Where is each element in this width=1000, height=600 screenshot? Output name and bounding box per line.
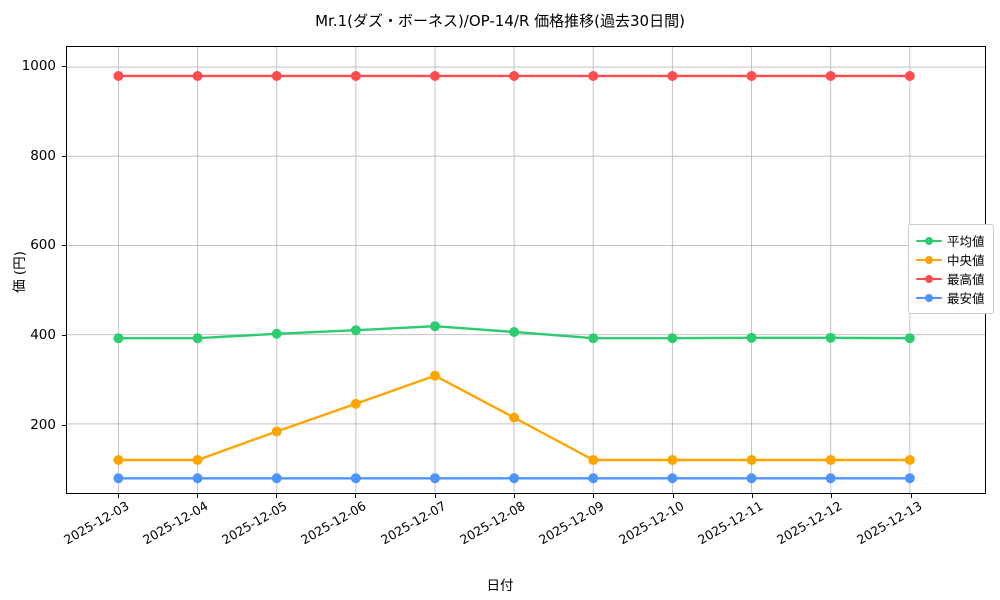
legend-label: 平均値: [947, 234, 985, 249]
x-tick-mark: [831, 494, 833, 498]
series-point: [192, 71, 203, 81]
series-point: [429, 370, 440, 381]
series-point: [429, 321, 440, 332]
x-tick-mark: [514, 494, 516, 498]
legend-marker-icon: [916, 235, 942, 247]
series-point: [350, 325, 361, 336]
series-point: [904, 455, 915, 465]
series-point: [192, 473, 203, 484]
series-point: [113, 333, 124, 344]
legend-item-3[interactable]: 最安値: [916, 288, 985, 307]
chart-title: Mr.1(ダズ・ボーネス)/OP-14/R 価格推移(過去30日間): [315, 12, 685, 30]
series-point: [667, 473, 678, 484]
y-axis-tick-labels: 200 400 600 800 1000: [0, 46, 56, 494]
series-point: [825, 71, 836, 81]
x-tick-mark: [196, 494, 198, 498]
series-point: [271, 71, 282, 81]
series-point: [746, 332, 757, 343]
series-point: [429, 71, 440, 81]
series-point: [113, 455, 124, 465]
y-tick-mark: [62, 424, 66, 426]
series-point: [588, 71, 599, 81]
x-tick-mark: [672, 494, 674, 498]
series-point: [113, 71, 124, 81]
legend-label: 最安値: [947, 291, 985, 306]
y-tick-label: 400: [30, 326, 56, 343]
series-point: [271, 328, 282, 339]
legend-marker-icon: [916, 292, 942, 304]
x-tick-mark: [910, 494, 912, 498]
grid-lines: [67, 47, 985, 493]
series-point: [825, 473, 836, 484]
series-point: [588, 455, 599, 465]
series-point: [509, 327, 520, 337]
x-tick-mark: [117, 494, 119, 498]
series-point: [429, 473, 440, 484]
series-point: [825, 332, 836, 343]
y-tick-mark: [62, 245, 66, 247]
x-tick-mark: [434, 494, 436, 498]
series-point: [667, 333, 678, 344]
series-point: [271, 426, 282, 437]
series-point: [509, 412, 520, 423]
series-point: [904, 71, 915, 81]
x-axis-label: 日付: [486, 578, 514, 594]
y-tick-mark: [62, 66, 66, 68]
legend-item-0[interactable]: 平均値: [916, 231, 985, 250]
chart-legend: 平均値中央値最高値最安値: [908, 224, 994, 314]
series-point: [350, 398, 361, 409]
series-point: [904, 473, 915, 484]
x-tick-mark: [752, 494, 754, 498]
y-tick-mark: [62, 155, 66, 157]
series-point: [746, 455, 757, 465]
legend-marker-icon: [916, 254, 942, 266]
y-tick-label: 800: [30, 147, 56, 164]
legend-item-2[interactable]: 最高値: [916, 269, 985, 288]
series-point: [904, 333, 915, 344]
series-point: [825, 455, 836, 465]
data-series-layer: [113, 71, 915, 484]
y-axis-tick-marks: [0, 46, 66, 494]
y-tick-mark: [62, 334, 66, 336]
legend-marker-icon: [916, 273, 942, 285]
series-point: [746, 473, 757, 484]
series-point: [746, 71, 757, 81]
x-tick-mark: [593, 494, 595, 498]
series-point: [113, 473, 124, 484]
series-point: [509, 71, 520, 81]
series-point: [588, 333, 599, 344]
series-point: [667, 455, 678, 465]
x-axis-tick-labels: 2025-12-03 2025-12-04 2025-12-05 2025-12-06…: [0, 498, 1000, 568]
series-point: [271, 473, 282, 484]
series-point: [588, 473, 599, 484]
legend-label: 最高値: [947, 272, 985, 287]
legend-item-1[interactable]: 中央値: [916, 250, 985, 269]
series-point: [509, 473, 520, 484]
legend-label: 中央値: [947, 253, 985, 268]
x-axis-tick-marks: [0, 494, 1000, 500]
series-point: [192, 455, 203, 465]
y-tick-label: 1000: [21, 58, 56, 75]
series-point: [667, 71, 678, 81]
plot-area: [66, 46, 986, 494]
series-point: [350, 71, 361, 81]
series-point: [350, 473, 361, 484]
x-tick-mark: [276, 494, 278, 498]
x-tick-mark: [355, 494, 357, 498]
y-tick-label: 600: [30, 237, 56, 254]
series-point: [192, 333, 203, 344]
y-tick-label: 200: [30, 416, 56, 433]
